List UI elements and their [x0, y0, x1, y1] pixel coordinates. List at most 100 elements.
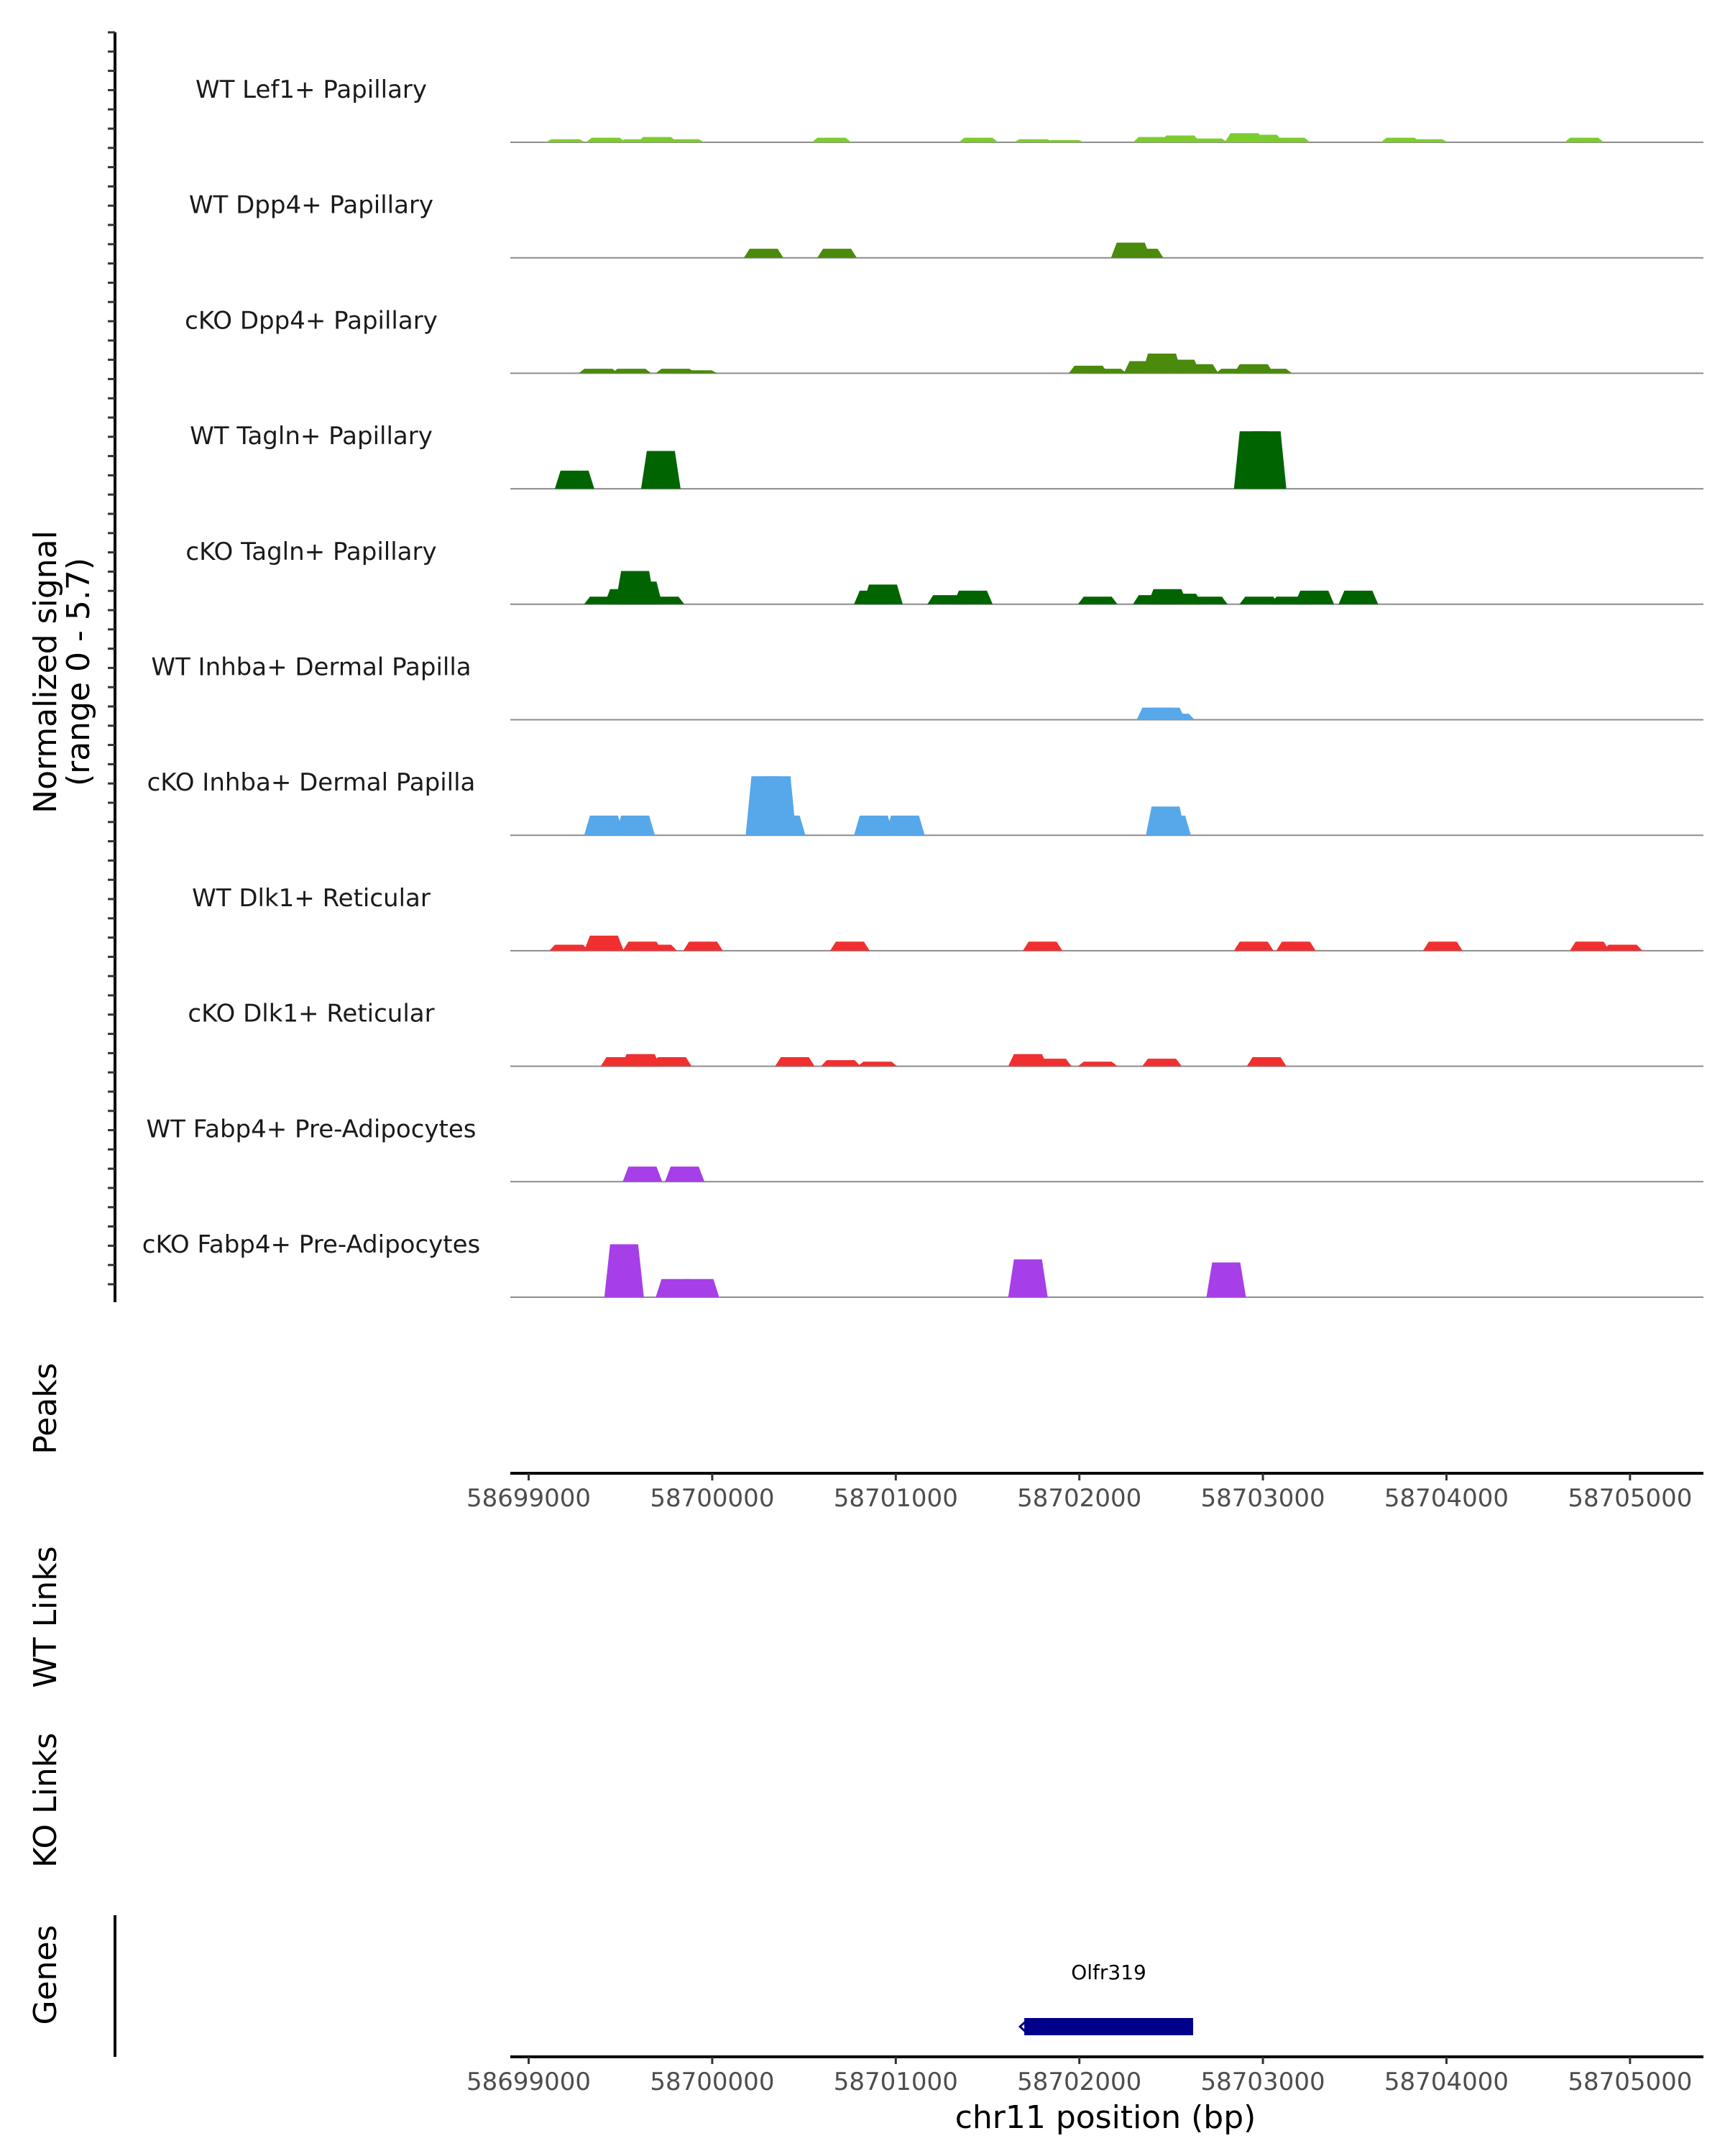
- signal-peak: [640, 451, 681, 489]
- coverage-tracks: WT Lef1+ Papillary WT Dpp4+ Papillary cKO …: [142, 75, 1703, 1298]
- signal-peak: [1243, 134, 1283, 142]
- signal-peak: [683, 941, 723, 951]
- signal-peak: [677, 370, 717, 374]
- x-tick-label: 58702000: [1017, 1484, 1141, 1513]
- track-label: cKO Tagln+ Papillary: [185, 538, 436, 566]
- signal-peak: [1044, 139, 1085, 142]
- track-wt-fabp4-pre-adipocytes: WT Fabp4+ Pre-Adipocytes: [147, 1115, 1703, 1183]
- track-label: cKO Fabp4+ Pre-Adipocytes: [142, 1230, 481, 1259]
- signal-peak: [679, 1279, 719, 1297]
- signal-peak: [1023, 941, 1063, 951]
- signal-peak: [665, 1166, 705, 1182]
- signal-peak: [586, 137, 626, 142]
- gene-body: [1024, 2018, 1194, 2035]
- signal-peak: [637, 944, 677, 951]
- signal-peak: [1187, 596, 1228, 604]
- signal-peak: [554, 470, 594, 489]
- track-wt-dpp4-papillary: WT Dpp4+ Papillary: [189, 191, 1703, 259]
- track-label: WT Dpp4+ Papillary: [189, 191, 433, 220]
- signal-peak: [743, 249, 783, 258]
- signal-peak: [1179, 364, 1219, 374]
- signal-peak: [829, 941, 870, 951]
- signal-peak: [1077, 1061, 1118, 1067]
- signal-peak: [1570, 941, 1610, 951]
- coverage-y-ticks: [108, 31, 115, 1286]
- track-label: cKO Inhba+ Dermal Papilla: [147, 768, 476, 797]
- signal-peak: [811, 137, 852, 142]
- signal-peak: [1338, 590, 1379, 604]
- signal-peak: [862, 584, 903, 604]
- x-tick-label: 58705000: [1568, 1484, 1692, 1513]
- signal-peak: [958, 137, 998, 142]
- signal-peak: [546, 139, 586, 142]
- signal-peak: [1239, 596, 1279, 604]
- signal-peak: [615, 815, 656, 836]
- signal-peak: [817, 249, 857, 258]
- signal-peak: [645, 596, 685, 604]
- signal-peak: [1077, 596, 1118, 604]
- x-tick-label: 58702000: [1017, 2068, 1141, 2096]
- track-label: WT Inhba+ Dermal Papilla: [151, 653, 471, 682]
- track-label: cKO Dpp4+ Papillary: [185, 306, 438, 335]
- signal-peak: [1381, 137, 1421, 142]
- x-tick-label: 58700000: [650, 2068, 774, 2096]
- strand-arrow: [1018, 2019, 1029, 2035]
- signal-peak: [1422, 941, 1463, 951]
- signal-peak: [765, 815, 806, 836]
- x-tick-label: 58703000: [1201, 1484, 1325, 1513]
- x-axis-title: chr11 position (bp): [955, 2099, 1256, 2136]
- y-axis-title: Normalized signal: [27, 530, 64, 814]
- x-tick-label: 58704000: [1384, 2068, 1509, 2096]
- track-wt-dlk1-reticular: WT Dlk1+ Reticular: [192, 884, 1703, 952]
- signal-peak: [579, 369, 619, 374]
- signal-peak: [612, 369, 652, 374]
- x-tick-label: 58701000: [834, 1484, 958, 1513]
- signal-peak: [1270, 137, 1310, 142]
- signal-peak: [1206, 1262, 1246, 1297]
- signal-peak: [854, 815, 894, 836]
- gene-track: Olfr319: [1018, 1961, 1194, 2035]
- x-tick-label: 58705000: [1568, 2068, 1692, 2096]
- signal-peak: [821, 1060, 861, 1067]
- signal-peak: [1151, 815, 1191, 836]
- signal-peak: [1564, 137, 1604, 142]
- track-wt-tagln-papillary: WT Tagln+ Papillary: [190, 422, 1703, 490]
- track-cko-fabp4-pre-adipocytes: cKO Fabp4+ Pre-Adipocytes: [142, 1230, 1703, 1298]
- signal-peak: [604, 1244, 644, 1297]
- signal-peak: [584, 935, 624, 951]
- x-tick-label: 58699000: [466, 1484, 591, 1513]
- track-cko-tagln-papillary: cKO Tagln+ Papillary: [185, 538, 1703, 605]
- signal-peak: [1246, 431, 1287, 489]
- gene-olfr319: Olfr319: [1018, 1961, 1194, 2035]
- signal-peak: [1233, 941, 1274, 951]
- signal-peak: [549, 944, 589, 951]
- track-label: WT Lef1+ Papillary: [196, 75, 427, 104]
- track-label: WT Fabp4+ Pre-Adipocytes: [147, 1115, 477, 1143]
- signal-peak: [1031, 1059, 1072, 1067]
- signal-peak: [1603, 944, 1643, 951]
- signal-peak: [665, 139, 705, 142]
- signal-peak: [1013, 139, 1054, 142]
- x-tick-label: 58699000: [466, 2068, 591, 2096]
- peaks-x-axis-ticks: 58699000 58700000 58701000 58702000 58703000…: [466, 1473, 1692, 1513]
- signal-peak: [637, 137, 677, 142]
- x-tick-label: 58700000: [650, 1484, 774, 1513]
- signal-peak: [1154, 714, 1195, 720]
- track-cko-inhba-dermal-papilla: cKO Inhba+ Dermal Papilla: [147, 768, 1703, 837]
- signal-peak: [1160, 135, 1200, 142]
- signal-peak: [1087, 369, 1127, 374]
- signal-peak: [620, 1054, 661, 1067]
- track-label: WT Tagln+ Papillary: [190, 422, 433, 451]
- x-tick-label: 58704000: [1384, 1484, 1509, 1513]
- wt-links-label: WT Links: [27, 1546, 64, 1687]
- x-tick-label: 58701000: [834, 2068, 958, 2096]
- genes-x-axis-ticks: 58699000 58700000 58701000 58702000 58703000…: [466, 2057, 1692, 2096]
- y-axis-range-label: (range 0 - 5.7): [60, 558, 97, 786]
- track-wt-lef1-papillary: WT Lef1+ Papillary: [196, 75, 1703, 143]
- track-label: WT Dlk1+ Reticular: [192, 884, 431, 913]
- x-tick-label: 58703000: [1201, 2068, 1325, 2096]
- signal-peak: [622, 1166, 663, 1182]
- signal-peak: [584, 815, 624, 836]
- signal-peak: [1408, 139, 1448, 142]
